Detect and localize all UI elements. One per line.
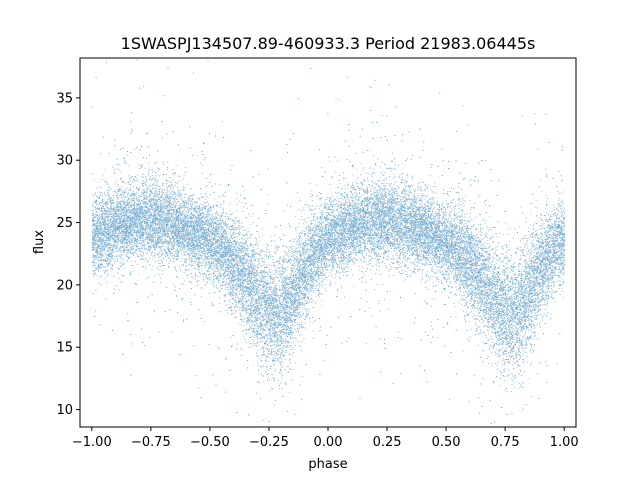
x-tick-label: 1.00: [550, 435, 579, 450]
x-axis: −1.00 −0.75 −0.50 −0.25 0.00 0.25 0.50 0.75 1.00: [72, 427, 579, 450]
y-tick-label: 35: [56, 91, 73, 106]
y-axis-label: flux: [32, 230, 47, 254]
x-tick-label: 0.25: [373, 435, 402, 450]
x-tick-label: −0.75: [131, 435, 171, 450]
y-tick-label: 15: [56, 341, 73, 356]
x-tick-label: 0.00: [314, 435, 343, 450]
x-tick-label: −0.50: [190, 435, 230, 450]
x-tick-label: 0.75: [491, 435, 520, 450]
y-tick-label: 10: [56, 403, 73, 418]
chart-title: 1SWASPJ134507.89-460933.3 Period 21983.0…: [121, 34, 536, 53]
y-tick-label: 30: [56, 154, 73, 169]
scatter-outlier-points: [91, 59, 565, 424]
y-tick-label: 25: [56, 216, 73, 231]
x-tick-label: −1.00: [72, 435, 112, 450]
x-tick-label: 0.50: [432, 435, 461, 450]
y-tick-label: 20: [56, 278, 73, 293]
y-axis: 10 15 20 25 30 35: [56, 91, 80, 418]
scatter-points: [91, 59, 566, 424]
x-tick-label: −0.25: [249, 435, 289, 450]
x-axis-label: phase: [308, 457, 347, 472]
